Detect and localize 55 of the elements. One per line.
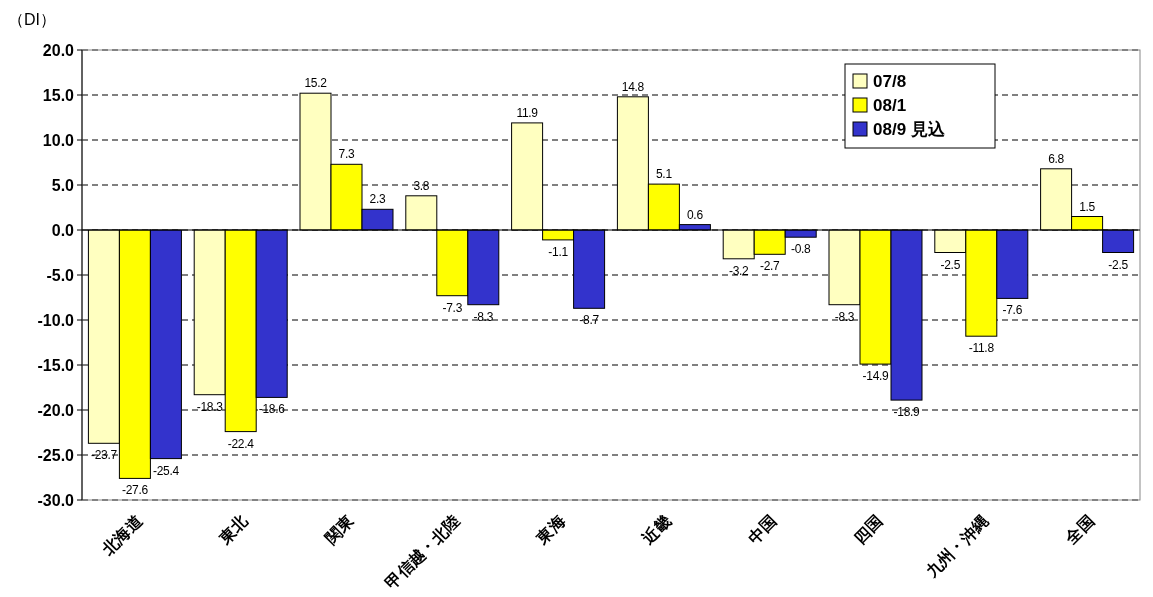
data-label: -2.5 (1108, 257, 1129, 272)
data-label: -2.7 (759, 259, 781, 274)
data-label: -3.2 (728, 263, 750, 278)
x-tick-label: 全国 (1061, 512, 1098, 548)
data-label: 3.8 (413, 178, 430, 193)
y-tick-label: -25.0 (37, 447, 75, 464)
y-axis-title: （DI） (8, 11, 56, 28)
y-tick-label: -15.0 (37, 357, 75, 374)
data-label: -23.7 (90, 448, 118, 463)
legend-label: 08/1 (873, 96, 907, 115)
data-label: 11.9 (516, 105, 539, 120)
data-label: 7.3 (338, 147, 356, 162)
data-label: 1.5 (1079, 199, 1096, 214)
x-tick-label: 関東 (321, 511, 358, 547)
data-label: -25.4 (152, 463, 180, 478)
y-tick-label: 0.0 (51, 222, 75, 239)
data-label: -7.6 (1002, 303, 1023, 318)
data-label: 15.2 (304, 76, 328, 91)
data-label: -22.4 (227, 436, 255, 451)
x-tick-label: 甲信越・北陸 (382, 512, 463, 592)
y-tick-label: 10.0 (42, 132, 75, 149)
data-label: -14.9 (862, 369, 890, 384)
x-tick-label: 中国 (745, 512, 780, 547)
y-tick-label: 15.0 (42, 87, 75, 104)
legend-label: 08/9 見込 (873, 120, 946, 139)
data-label: 5.1 (656, 167, 673, 182)
data-label: -8.3 (473, 309, 494, 324)
x-tick-label: 近畿 (638, 512, 674, 548)
data-label: 14.8 (621, 79, 645, 94)
legend-label: 07/8 (873, 72, 907, 91)
data-label: -1.1 (548, 244, 569, 259)
y-tick-label: 20.0 (42, 42, 75, 59)
data-label: -8.7 (579, 313, 600, 328)
y-tick-label: -5.0 (46, 267, 75, 284)
data-label: -11.8 (968, 341, 995, 356)
data-label: -18.3 (196, 399, 224, 414)
x-tick-label: 四国 (850, 512, 886, 547)
x-tick-label: 東海 (532, 512, 569, 548)
data-label: 2.3 (369, 192, 387, 207)
data-label: 6.8 (1048, 151, 1065, 166)
data-label: -18.9 (893, 405, 921, 420)
y-tick-label: -10.0 (37, 312, 75, 329)
data-label: -0.8 (790, 242, 812, 257)
data-label: -7.3 (442, 300, 463, 315)
y-tick-label: -20.0 (37, 402, 75, 419)
data-label: -2.5 (940, 257, 961, 272)
data-label: 0.6 (687, 207, 704, 222)
data-label: -27.6 (121, 483, 149, 498)
y-tick-label: -30.0 (37, 492, 75, 509)
y-tick-label: 5.0 (51, 177, 75, 194)
x-tick-label: 東北 (215, 511, 252, 548)
data-label: -18.6 (258, 402, 286, 417)
x-tick-label: 北海道 (98, 511, 146, 559)
x-tick-label: 九州・沖縄 (922, 512, 992, 582)
data-label: -8.3 (834, 309, 855, 324)
